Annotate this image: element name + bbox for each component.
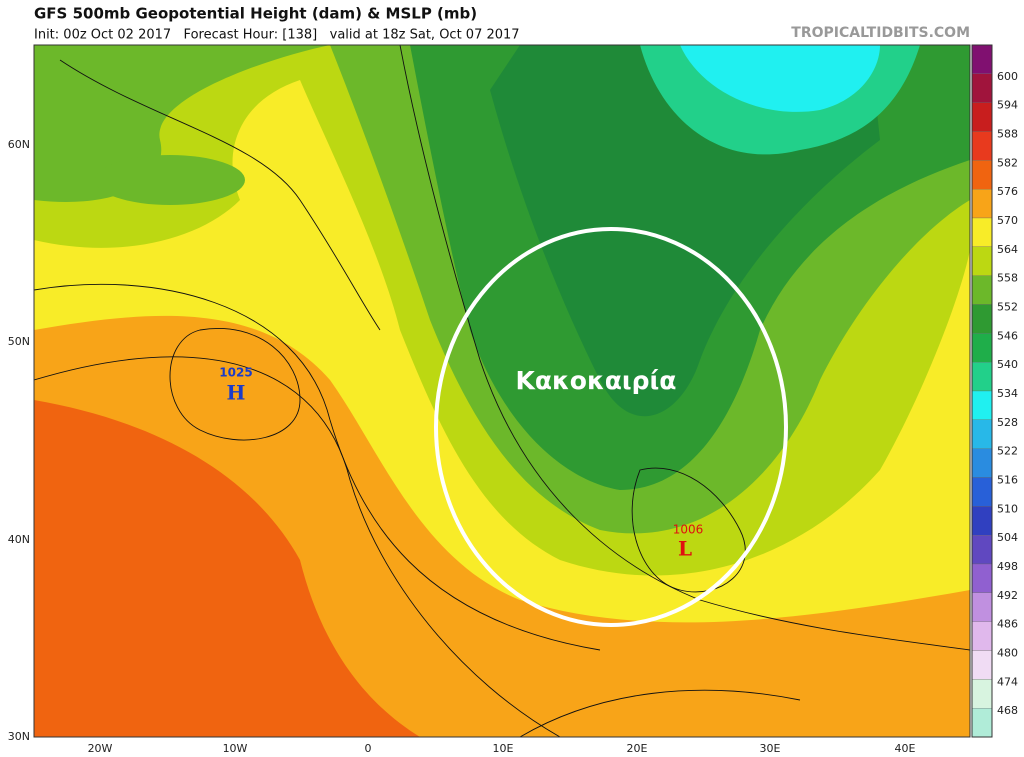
colorbar-box: [971, 563, 993, 593]
colorbar-label: 558: [997, 272, 1018, 285]
colorbar-box: [971, 390, 993, 420]
colorbar-label: 534: [997, 387, 1018, 400]
colorbar-box: [971, 621, 993, 651]
colorbar-label: 600: [997, 70, 1018, 83]
colorbar-label: 540: [997, 358, 1018, 371]
colorbar-label: 498: [997, 560, 1018, 573]
title: GFS 500mb Geopotential Height (dam) & MS…: [34, 5, 477, 23]
lat-label: 30N: [8, 730, 30, 743]
colorbar-box: [971, 304, 993, 334]
colorbar-box: [971, 448, 993, 478]
colorbar-box: [971, 217, 993, 247]
watermark: TROPICALTIDBITS.COM: [791, 25, 970, 41]
colorbar-label: 480: [997, 647, 1018, 660]
colorbar-box: [971, 131, 993, 161]
map-frame: [33, 44, 971, 738]
colorbar-label: 546: [997, 329, 1018, 342]
annotation: Κακοκαιρία: [516, 366, 677, 395]
colorbar-box: [971, 477, 993, 507]
high-letter: H: [227, 381, 246, 405]
colorbar-label: 492: [997, 589, 1018, 602]
colorbar-label: 510: [997, 502, 1018, 515]
colorbar-label: 564: [997, 243, 1018, 256]
lon-label: 10W: [223, 742, 248, 755]
colorbar-label: 528: [997, 416, 1018, 429]
lon-label: 20E: [627, 742, 648, 755]
colorbar-box: [971, 650, 993, 680]
colorbar-box: [971, 535, 993, 565]
colorbar-label: 486: [997, 618, 1018, 631]
colorbar-label: 552: [997, 301, 1018, 314]
colorbar-label: 576: [997, 185, 1018, 198]
colorbar-label: 474: [997, 675, 1018, 688]
lon-label: 30E: [760, 742, 781, 755]
colorbar-box: [971, 160, 993, 190]
colorbar-box: [971, 506, 993, 536]
map-field: [34, 45, 970, 737]
colorbar-box: [971, 592, 993, 622]
lat-label: 50N: [8, 335, 30, 348]
subtitle: Init: 00z Oct 02 2017 Forecast Hour: [13…: [34, 28, 520, 43]
lon-label: 10E: [493, 742, 514, 755]
colorbar-label: 522: [997, 445, 1018, 458]
high-pressure: 1025: [219, 366, 252, 380]
lat-label: 40N: [8, 533, 30, 546]
low-pressure: 1006: [673, 523, 704, 537]
colorbar-box: [971, 333, 993, 363]
colorbar-label: 588: [997, 128, 1018, 141]
colorbar-box: [971, 419, 993, 449]
colorbar-label: 468: [997, 704, 1018, 717]
lon-label: 20W: [88, 742, 113, 755]
lat-label: 60N: [8, 138, 30, 151]
lon-label: 0: [365, 742, 372, 755]
colorbar-box: [971, 73, 993, 103]
lon-label: 40E: [895, 742, 916, 755]
highlight-ellipse: [434, 227, 788, 627]
colorbar-box: [971, 708, 993, 738]
colorbar-box: [971, 189, 993, 219]
colorbar-label: 504: [997, 531, 1018, 544]
colorbar-box: [971, 275, 993, 305]
colorbar-box: [971, 246, 993, 276]
colorbar-box: [971, 679, 993, 709]
low-letter: L: [678, 537, 692, 561]
colorbar-label: 594: [997, 99, 1018, 112]
colorbar-box: [971, 362, 993, 392]
colorbar-label: 582: [997, 156, 1018, 169]
colorbar-label: 570: [997, 214, 1018, 227]
colorbar-frame: [971, 44, 993, 738]
colorbar-box: [971, 102, 993, 132]
colorbar-top: [972, 45, 992, 74]
colorbar-label: 516: [997, 474, 1018, 487]
